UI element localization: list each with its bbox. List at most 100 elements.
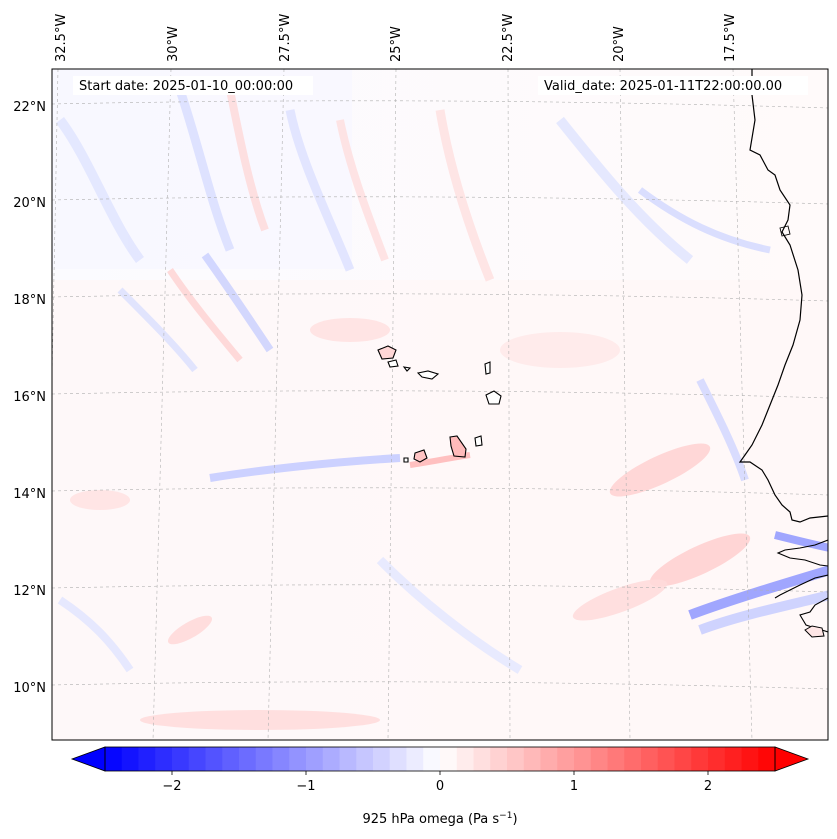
cape-verde-islands bbox=[377, 345, 502, 463]
latitude-labels: 22°N 20°N 18°N 16°N 14°N 12°N 10°N bbox=[13, 100, 46, 696]
colorbar-segment bbox=[440, 747, 458, 771]
colorbar-segment bbox=[306, 747, 324, 771]
blue-band bbox=[774, 531, 828, 552]
colorbar-extend-high bbox=[774, 746, 810, 772]
colorbar-segment bbox=[574, 747, 592, 771]
parallel bbox=[52, 584, 828, 593]
island-santiago bbox=[449, 435, 467, 458]
colorbar-title-exponent: −1 bbox=[499, 811, 512, 821]
colorbar-segment bbox=[272, 747, 290, 771]
colorbar-segment bbox=[691, 747, 709, 771]
red-patch bbox=[310, 318, 390, 342]
colorbar-tick-label: 0 bbox=[436, 779, 444, 794]
start-date-label: Start date: 2025-01-10_00:00:00 bbox=[79, 79, 293, 94]
colorbar-tick-label: −1 bbox=[296, 779, 315, 794]
colorbar-ticks: −2 −1 0 1 2 bbox=[162, 771, 712, 794]
lat-label: 10°N bbox=[13, 681, 46, 696]
red-band bbox=[226, 89, 269, 232]
lon-label: 22.5°W bbox=[501, 14, 516, 62]
island-boa-vista bbox=[485, 390, 502, 405]
colorbar: −2 −1 0 1 2 925 hPa omega (Pa s−1) bbox=[70, 746, 810, 827]
colorbar-segments bbox=[105, 747, 776, 771]
colorbar-extend-low bbox=[70, 746, 106, 772]
colorbar-title: 925 hPa omega (Pa s−1) bbox=[362, 811, 517, 827]
lon-label: 27.5°W bbox=[278, 14, 293, 62]
africa-coastline bbox=[774, 574, 828, 599]
island-sal bbox=[484, 361, 491, 375]
blue-band bbox=[698, 590, 828, 635]
colorbar-segment bbox=[423, 747, 441, 771]
colorbar-segment bbox=[155, 747, 173, 771]
colorbar-segment bbox=[490, 747, 508, 771]
blue-band bbox=[55, 117, 145, 263]
blue-band bbox=[556, 116, 694, 264]
blue-band bbox=[201, 252, 274, 353]
red-patch bbox=[500, 332, 620, 368]
colorbar-segment bbox=[641, 747, 659, 771]
colorbar-segment bbox=[138, 747, 156, 771]
valid-date-label: Valid_date: 2025-01-11T22:00:00.00 bbox=[544, 79, 782, 94]
island-fogo bbox=[413, 449, 428, 463]
omega-field bbox=[52, 69, 828, 740]
lat-label: 12°N bbox=[13, 584, 46, 599]
parallel bbox=[52, 100, 828, 109]
island-brava bbox=[403, 457, 409, 463]
colorbar-segment bbox=[590, 747, 609, 771]
red-patch bbox=[609, 443, 711, 497]
colorbar-segment bbox=[607, 747, 625, 771]
colorbar-segment bbox=[540, 747, 558, 771]
lat-label: 20°N bbox=[13, 196, 46, 211]
colorbar-segment bbox=[523, 747, 542, 771]
parallel bbox=[52, 390, 828, 399]
blue-band bbox=[376, 556, 523, 674]
lat-label: 22°N bbox=[13, 100, 46, 115]
colorbar-segment bbox=[222, 747, 240, 771]
lat-label: 16°N bbox=[13, 390, 46, 405]
colorbar-segment bbox=[205, 747, 223, 771]
red-patch bbox=[572, 579, 668, 621]
red-patch bbox=[70, 490, 130, 510]
island-sao-nicolau bbox=[416, 370, 440, 380]
colorbar-segment bbox=[188, 747, 207, 771]
island-santa-luzia bbox=[402, 366, 412, 372]
red-band bbox=[435, 109, 495, 282]
lon-label: 30°W bbox=[166, 26, 181, 62]
lon-label: 25°W bbox=[389, 26, 404, 62]
lon-label: 17.5°W bbox=[723, 14, 738, 62]
blue-band bbox=[696, 378, 749, 482]
parallel bbox=[52, 681, 828, 690]
blue-band bbox=[209, 454, 401, 482]
colorbar-segment bbox=[708, 747, 726, 771]
map-panel: Start date: 2025-01-10_00:00:00 Valid_da… bbox=[51, 68, 829, 741]
colorbar-segment bbox=[172, 747, 190, 771]
colorbar-segment bbox=[456, 747, 475, 771]
parallel bbox=[52, 196, 828, 205]
meridian bbox=[732, 69, 753, 740]
blue-band bbox=[117, 287, 198, 373]
start-date-box bbox=[73, 76, 313, 95]
meridian bbox=[152, 69, 172, 740]
colorbar-segment bbox=[356, 747, 374, 771]
blue-band bbox=[688, 565, 828, 620]
parallel bbox=[52, 487, 828, 496]
colorbar-segment bbox=[239, 747, 257, 771]
coastal-island bbox=[804, 625, 825, 638]
field-patch bbox=[52, 280, 828, 740]
meridian bbox=[267, 69, 285, 740]
lon-label: 20°W bbox=[612, 26, 627, 62]
blue-band bbox=[175, 88, 235, 252]
red-patch bbox=[167, 615, 213, 645]
blue-band bbox=[285, 109, 355, 272]
coastal-island bbox=[779, 225, 791, 237]
island-santo-antao bbox=[377, 345, 397, 360]
africa-coastline bbox=[776, 539, 828, 567]
colorbar-segment bbox=[339, 747, 357, 771]
blue-band bbox=[637, 187, 771, 254]
colorbar-segment bbox=[624, 747, 642, 771]
colorbar-segment bbox=[373, 747, 391, 771]
blue-band bbox=[57, 596, 134, 673]
red-patch bbox=[140, 710, 380, 730]
red-patch bbox=[649, 533, 751, 587]
lon-label: 32.5°W bbox=[54, 14, 69, 62]
